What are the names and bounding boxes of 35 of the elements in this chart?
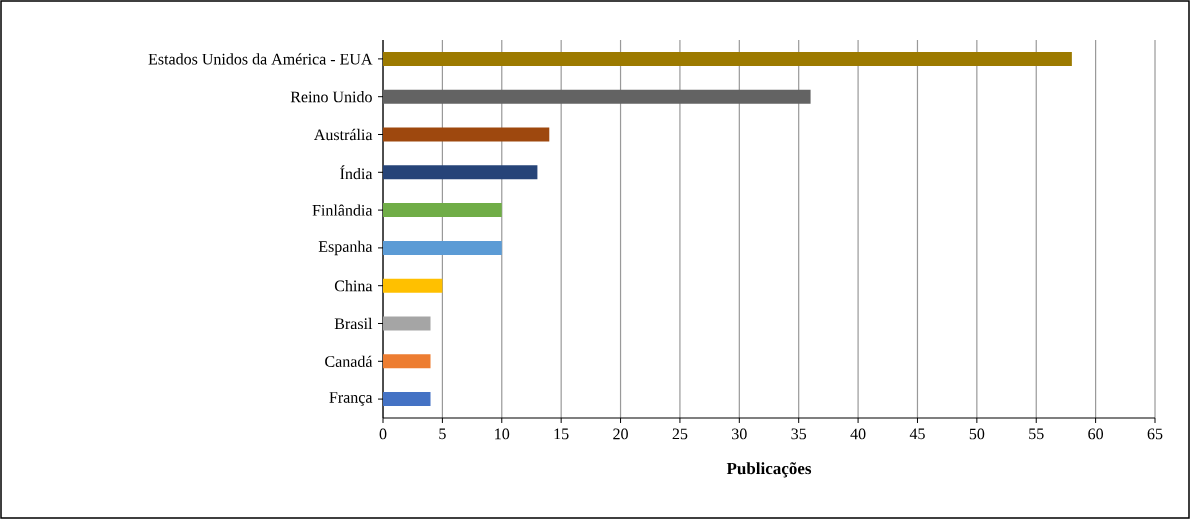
x-tick-label: 65 — [1147, 428, 1163, 440]
bar — [383, 278, 443, 293]
bar — [383, 354, 431, 369]
x-axis-title: Publicações — [726, 462, 812, 478]
y-tick-label: Índia — [340, 165, 373, 180]
x-tick-label: 0 — [379, 428, 387, 440]
bar — [383, 165, 538, 180]
y-tick-label: China — [334, 280, 373, 292]
x-tick-label: 5 — [439, 428, 446, 440]
x-tick-label: 15 — [554, 428, 569, 440]
x-tick-label: 55 — [1029, 428, 1044, 440]
y-tick-label: França — [329, 392, 373, 407]
bar — [383, 89, 811, 104]
bar — [383, 240, 502, 255]
x-tick-label: 50 — [969, 428, 985, 440]
bar — [383, 392, 431, 407]
y-tick-label: Reino Unido — [290, 91, 372, 103]
x-tick-label: 25 — [672, 428, 688, 440]
y-tick-label: Austrália — [313, 128, 373, 141]
y-tick-label: Canadá — [325, 355, 373, 367]
bar — [383, 316, 431, 331]
x-tick-label: 20 — [613, 428, 628, 440]
x-tick-label: 35 — [791, 428, 807, 440]
x-tick-label: 45 — [909, 428, 925, 440]
x-tick-label: 30 — [732, 428, 747, 440]
bar — [383, 203, 502, 218]
y-tick-label: Finlândia — [312, 204, 373, 216]
y-tick-label: Brasil — [334, 317, 373, 330]
x-tick-label: 10 — [495, 428, 510, 440]
x-tick-label: 60 — [1088, 428, 1104, 440]
bar — [383, 51, 1072, 66]
x-tick-label: 40 — [850, 428, 866, 440]
bar — [383, 127, 550, 142]
y-tick-label: Espanha — [318, 240, 373, 256]
y-tick-label: Estados Unidos da América - EUA — [148, 53, 373, 65]
